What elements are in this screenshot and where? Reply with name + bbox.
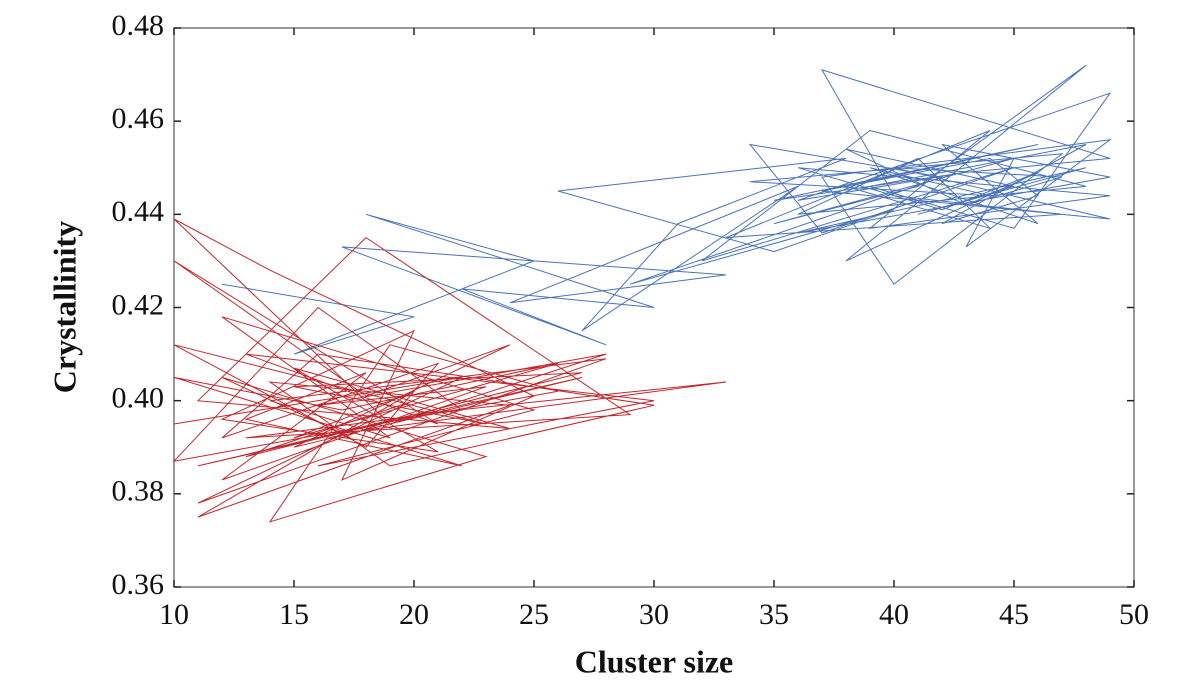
- series-line: [172, 218, 727, 523]
- y-tick-label: 0.44: [112, 195, 165, 228]
- x-tick-label: 40: [879, 598, 909, 631]
- x-tick-label: 15: [279, 598, 309, 631]
- y-tick-label: 0.42: [112, 288, 165, 321]
- y-axis-label: Crystallinity: [46, 221, 82, 393]
- series-line: [221, 64, 1112, 355]
- x-tick-label: 30: [639, 598, 669, 631]
- x-tick-label: 20: [399, 598, 429, 631]
- y-tick-label: 0.40: [112, 382, 165, 415]
- y-tick-label: 0.36: [112, 568, 165, 601]
- y-tick-label: 0.46: [112, 102, 165, 135]
- y-tick-label: 0.48: [112, 9, 165, 42]
- x-tick-label: 50: [1119, 598, 1149, 631]
- x-tick-label: 45: [999, 598, 1029, 631]
- y-tick-label: 0.38: [112, 475, 165, 508]
- x-tick-label: 35: [759, 598, 789, 631]
- x-tick-label: 10: [159, 598, 189, 631]
- x-axis-label: Cluster size: [575, 643, 733, 679]
- x-tick-label: 25: [519, 598, 549, 631]
